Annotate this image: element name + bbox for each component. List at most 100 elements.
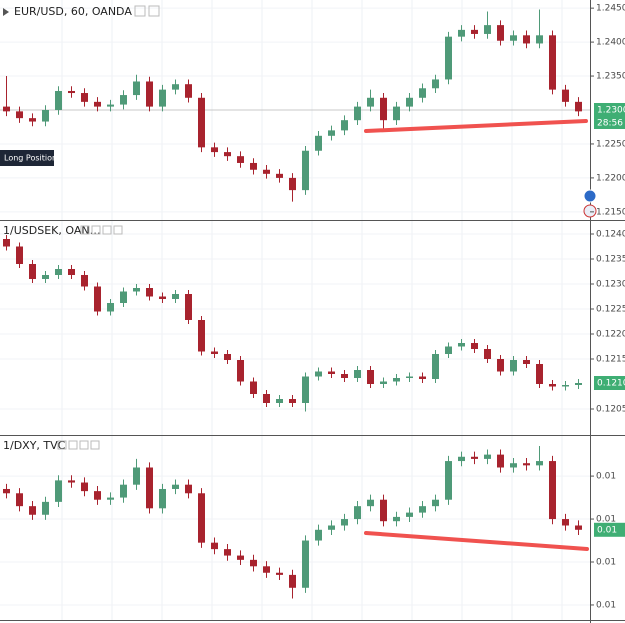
event-icon[interactable] <box>583 204 597 218</box>
candle-body <box>406 512 413 517</box>
candle-body <box>315 529 322 541</box>
y-tick-label: 1.22500 <box>596 139 625 149</box>
candle-body <box>211 542 218 550</box>
pane-icon[interactable] <box>102 225 112 235</box>
trend-line[interactable] <box>364 119 588 133</box>
candle-body <box>354 370 361 378</box>
candle-body <box>510 463 517 468</box>
pane-title: 1/DXY, TVC <box>3 439 66 452</box>
candle-body <box>81 482 88 492</box>
candle-body <box>575 525 582 530</box>
candle-body <box>94 491 101 500</box>
candle-body <box>42 501 49 515</box>
close-icon[interactable] <box>148 5 160 17</box>
candle-body <box>445 36 452 80</box>
candle-body <box>237 555 244 560</box>
candle-body <box>536 461 543 466</box>
candle-body <box>471 343 478 349</box>
candle-body <box>3 106 10 112</box>
candle-body <box>68 90 75 94</box>
candle-body <box>367 499 374 507</box>
price-label-box <box>594 522 625 537</box>
pane-icon[interactable] <box>113 225 123 235</box>
pane-icon[interactable] <box>57 440 67 450</box>
candle-body <box>120 291 127 303</box>
candle-body <box>237 156 244 163</box>
pane-title: EUR/USD, 60, OANDA <box>14 5 132 18</box>
candle-body <box>3 488 10 494</box>
candle-body <box>471 29 478 34</box>
candles <box>3 9 582 599</box>
candle-body <box>3 239 10 247</box>
price-axis: 1.24500 1.24000 1.23500 1.22500 1.22000 1.215… <box>590 4 625 610</box>
candle-body <box>341 519 348 526</box>
price-label: 1.23000 <box>597 106 625 116</box>
candle-body <box>393 516 400 522</box>
candle-body <box>250 381 257 394</box>
candle-body <box>497 25 504 41</box>
pane-icon[interactable] <box>68 440 78 450</box>
event-icon[interactable] <box>583 189 597 203</box>
settings-icon[interactable] <box>134 5 146 17</box>
price-label-box <box>594 376 625 390</box>
candle-body <box>68 480 75 483</box>
candle-body <box>562 519 569 526</box>
candle-body <box>406 376 413 378</box>
candle-body <box>289 574 296 588</box>
candle-body <box>549 461 556 520</box>
candle-body <box>289 399 296 403</box>
candle-body <box>81 275 88 287</box>
candle-body <box>406 97 413 107</box>
candle-body <box>315 135 322 151</box>
candle-body <box>29 264 36 279</box>
candle-body <box>94 286 101 312</box>
candle-body <box>549 384 556 387</box>
candle-body <box>185 294 192 320</box>
candle-body <box>328 525 335 530</box>
candle-body <box>536 364 543 384</box>
candle-body <box>523 463 530 466</box>
candle-body <box>133 81 140 96</box>
pane-icon[interactable] <box>79 440 89 450</box>
pane-icon[interactable] <box>80 225 90 235</box>
candle-body <box>328 130 335 136</box>
candle-body <box>250 559 257 567</box>
candle-body <box>107 497 114 500</box>
candle-body <box>120 484 127 498</box>
candle-body <box>120 95 127 105</box>
candle-body <box>68 269 75 275</box>
candle-body <box>133 288 140 292</box>
position-label[interactable]: Long Position <box>0 150 57 166</box>
candle-body <box>224 152 231 157</box>
candle-body <box>172 484 179 489</box>
candle-body <box>94 101 101 107</box>
y-tick-label: 0.01 <box>596 472 616 482</box>
candle-body <box>159 488 166 509</box>
y-tick-label: 1.21500 <box>596 207 625 217</box>
candle-body <box>146 81 153 107</box>
price-label: 0.01 <box>597 525 617 535</box>
candle-body <box>458 456 465 462</box>
candle-body <box>367 370 374 384</box>
candle-body <box>419 506 426 513</box>
candle-body <box>159 89 166 107</box>
candle-body <box>562 385 569 387</box>
candle-body <box>302 376 309 403</box>
collapse-icon[interactable] <box>3 8 9 16</box>
countdown-label: 28:56 <box>597 119 623 129</box>
candle-body <box>185 84 192 98</box>
pane-icon[interactable] <box>91 225 101 235</box>
trend-line[interactable] <box>364 531 589 551</box>
pane-icon[interactable] <box>90 440 100 450</box>
candle-body <box>302 540 309 588</box>
candle-body <box>484 25 491 34</box>
candle-body <box>458 29 465 37</box>
candle-body <box>16 246 23 264</box>
candle-body <box>393 106 400 121</box>
candle-body <box>146 467 153 509</box>
pane-title: 1/USDSEK, OAN… <box>3 224 101 237</box>
candle-body <box>224 549 231 556</box>
candle-body <box>211 147 218 153</box>
